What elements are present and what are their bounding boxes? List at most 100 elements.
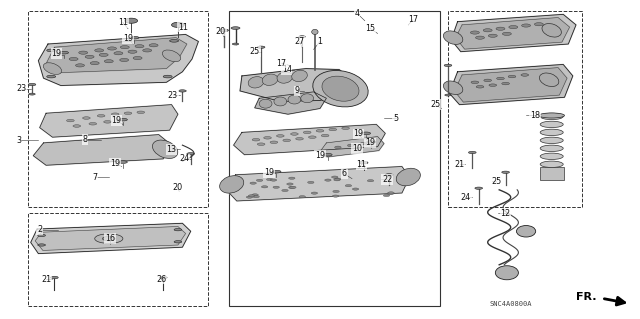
Ellipse shape (468, 151, 476, 154)
Polygon shape (234, 124, 385, 155)
Polygon shape (454, 68, 567, 102)
Ellipse shape (187, 152, 195, 155)
Ellipse shape (290, 186, 296, 189)
Ellipse shape (174, 228, 182, 231)
Text: 25: 25 (250, 47, 260, 56)
Text: 21: 21 (454, 160, 465, 169)
Ellipse shape (118, 118, 127, 121)
Ellipse shape (257, 46, 265, 48)
Text: 11: 11 (118, 18, 128, 27)
Ellipse shape (163, 50, 180, 62)
Ellipse shape (534, 23, 543, 26)
Text: 8: 8 (83, 135, 88, 144)
Ellipse shape (387, 192, 394, 195)
Ellipse shape (90, 62, 99, 65)
Ellipse shape (111, 113, 119, 115)
Ellipse shape (124, 112, 132, 115)
Ellipse shape (102, 236, 115, 241)
Polygon shape (240, 69, 351, 101)
Ellipse shape (248, 195, 255, 197)
Text: 26: 26 (156, 275, 166, 284)
Ellipse shape (508, 75, 516, 78)
Text: 19: 19 (264, 168, 274, 177)
Ellipse shape (540, 121, 563, 128)
Ellipse shape (502, 171, 509, 174)
Ellipse shape (321, 134, 329, 137)
Ellipse shape (273, 186, 280, 188)
Ellipse shape (444, 64, 452, 67)
Bar (540, 167, 564, 180)
Ellipse shape (497, 77, 504, 80)
Ellipse shape (291, 133, 298, 135)
Ellipse shape (509, 26, 518, 29)
Polygon shape (38, 34, 198, 85)
Text: 20: 20 (173, 183, 183, 192)
Ellipse shape (476, 36, 484, 39)
Text: 14: 14 (282, 65, 292, 74)
Text: 18: 18 (530, 111, 540, 120)
Ellipse shape (143, 49, 152, 52)
Ellipse shape (335, 146, 341, 149)
Ellipse shape (475, 187, 483, 189)
Ellipse shape (47, 75, 56, 78)
Ellipse shape (289, 177, 295, 179)
Ellipse shape (444, 31, 463, 44)
Text: 20: 20 (216, 27, 226, 36)
Ellipse shape (67, 119, 74, 122)
Ellipse shape (120, 58, 129, 62)
Text: 27: 27 (294, 37, 305, 46)
Ellipse shape (95, 234, 123, 243)
Ellipse shape (120, 46, 129, 49)
Ellipse shape (471, 81, 479, 84)
Ellipse shape (250, 182, 257, 184)
Ellipse shape (316, 130, 324, 132)
Ellipse shape (540, 153, 563, 160)
Ellipse shape (308, 181, 314, 183)
Text: 6: 6 (342, 169, 347, 178)
Ellipse shape (266, 178, 273, 181)
Ellipse shape (383, 194, 390, 197)
Ellipse shape (83, 117, 90, 119)
Ellipse shape (170, 40, 179, 42)
Ellipse shape (484, 79, 492, 82)
Text: 15: 15 (365, 24, 375, 33)
Ellipse shape (73, 125, 81, 127)
Ellipse shape (360, 142, 367, 145)
Ellipse shape (367, 141, 376, 143)
Ellipse shape (246, 196, 253, 198)
Text: 17: 17 (276, 59, 287, 68)
Ellipse shape (259, 99, 272, 108)
Ellipse shape (95, 49, 104, 52)
Ellipse shape (125, 18, 138, 23)
Ellipse shape (540, 73, 559, 86)
Ellipse shape (292, 70, 307, 82)
Ellipse shape (262, 74, 278, 85)
Text: 19: 19 (110, 159, 120, 168)
Bar (28, 213, 208, 306)
Ellipse shape (253, 196, 259, 198)
Ellipse shape (60, 51, 68, 54)
Ellipse shape (38, 234, 45, 237)
Ellipse shape (47, 49, 56, 52)
Ellipse shape (79, 51, 88, 54)
Ellipse shape (28, 83, 36, 86)
Ellipse shape (311, 192, 317, 194)
Ellipse shape (108, 47, 116, 50)
Ellipse shape (264, 137, 271, 139)
Ellipse shape (261, 186, 268, 188)
Ellipse shape (385, 174, 393, 176)
Ellipse shape (323, 153, 332, 156)
Ellipse shape (540, 161, 563, 167)
Ellipse shape (232, 43, 239, 45)
Polygon shape (449, 64, 573, 105)
Text: 19: 19 (365, 138, 375, 147)
Text: 16: 16 (105, 234, 115, 243)
Ellipse shape (283, 139, 291, 142)
Ellipse shape (270, 141, 278, 144)
Text: 22: 22 (382, 175, 392, 184)
Text: 24: 24 (461, 193, 471, 202)
Text: 19: 19 (111, 116, 122, 125)
Bar (229, 11, 440, 306)
Polygon shape (31, 223, 191, 254)
Polygon shape (35, 226, 186, 250)
